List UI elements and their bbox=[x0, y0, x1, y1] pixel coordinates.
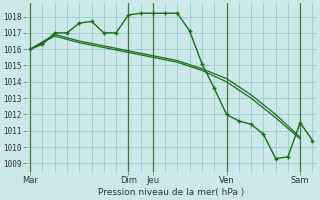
X-axis label: Pression niveau de la mer( hPa ): Pression niveau de la mer( hPa ) bbox=[98, 188, 244, 197]
